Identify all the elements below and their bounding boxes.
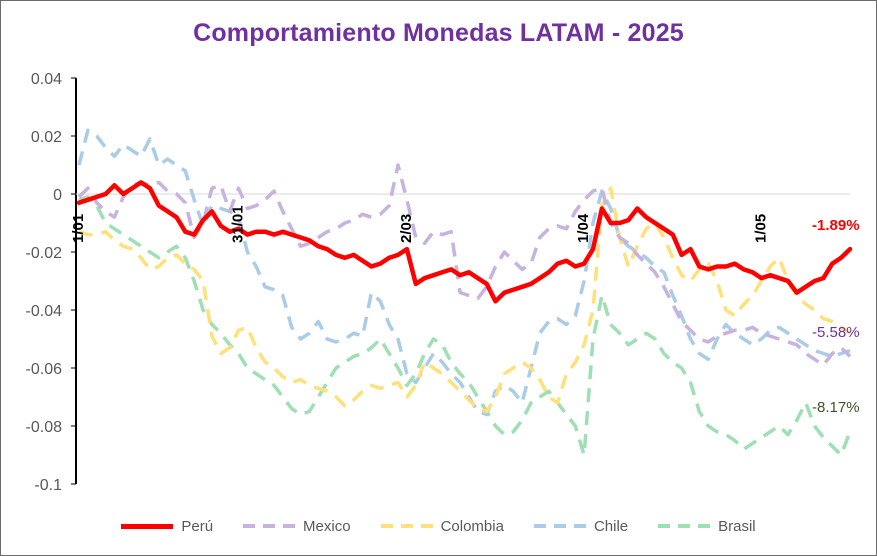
- date-label: 1/04: [575, 213, 592, 243]
- legend-item: Chile: [533, 517, 629, 535]
- date-label: 31/01: [230, 205, 247, 243]
- y-tick-label: 0.02: [31, 129, 62, 146]
- legend-item: Mexico: [243, 518, 351, 535]
- legend-label: Brasil: [718, 517, 756, 535]
- date-label: 1/01: [70, 214, 87, 243]
- legend-item: Perú: [121, 518, 213, 535]
- series-line-colombia: [78, 186, 851, 414]
- y-tick-label: 0.04: [31, 71, 62, 88]
- series-lines: [76, 128, 853, 457]
- date-labels: 1/01 31/01 2/03 1/04 1/05: [70, 205, 769, 243]
- legend-label: Colombia: [440, 517, 504, 535]
- legend-label: Chile: [593, 517, 629, 535]
- legend-swatch: [380, 524, 433, 528]
- end-label-mexico: -5.58%: [812, 324, 860, 341]
- legend-swatch: [533, 524, 586, 528]
- end-labels: -1.89% -5.58% -8.17%: [812, 217, 860, 416]
- end-label-brasil: -8.17%: [812, 399, 860, 416]
- chart-title: Comportamiento Monedas LATAM - 2025: [193, 19, 684, 47]
- series-line-per: [76, 180, 853, 304]
- y-tick-label: -0.08: [26, 419, 63, 436]
- legend-swatch: [243, 524, 296, 528]
- series-line-mexico: [77, 163, 852, 367]
- y-tick-label: 0: [53, 187, 62, 204]
- date-label: 1/05: [752, 214, 769, 243]
- legend-item: Colombia: [380, 517, 504, 535]
- chart-legend: Perú Mexico Colombia Chile Brasil: [0, 515, 877, 537]
- legend-swatch: [658, 524, 711, 528]
- legend-item: Brasil: [658, 518, 756, 535]
- y-axis: 0.04 0.02 0 -0.02 -0.04 -0.06 -0.08 -0.1: [26, 71, 850, 494]
- y-tick-label: -0.02: [26, 245, 63, 262]
- y-tick-label: -0.04: [26, 303, 63, 320]
- y-tick-label: -0.06: [26, 361, 63, 378]
- y-tick-label: -0.1: [34, 477, 62, 494]
- date-label: 2/03: [398, 214, 415, 243]
- legend-label: Perú: [181, 517, 214, 535]
- legend-label: Mexico: [303, 517, 351, 535]
- legend-swatch: [121, 523, 174, 529]
- end-label-per: -1.89%: [812, 217, 860, 234]
